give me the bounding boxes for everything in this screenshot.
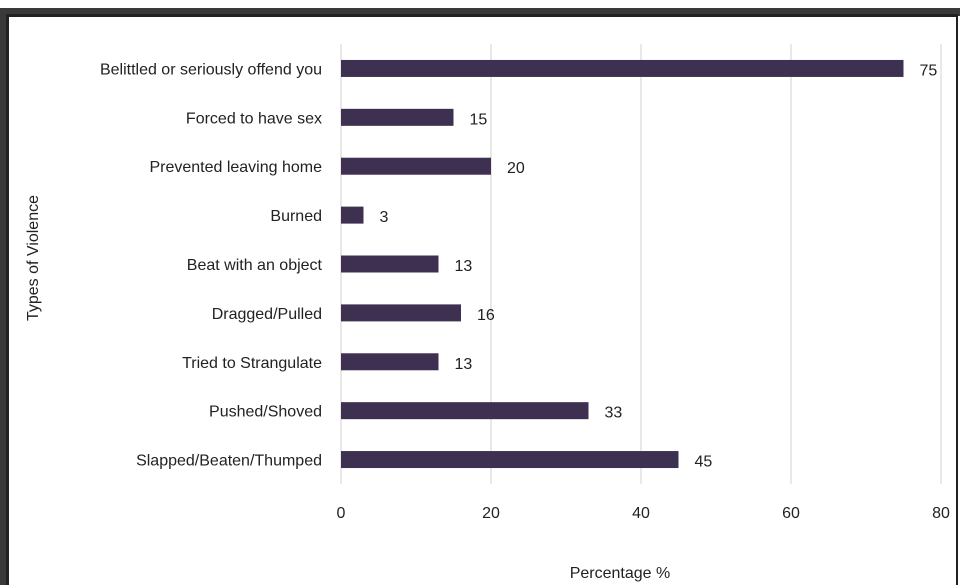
x-axis-title: Percentage % <box>570 565 671 582</box>
category-label-4: Beat with an object <box>187 257 323 274</box>
data-label-2: 20 <box>507 160 525 177</box>
bar-4 <box>341 255 439 273</box>
bar-3 <box>341 206 364 224</box>
x-tick-20: 20 <box>482 505 500 522</box>
data-label-4: 13 <box>455 258 473 275</box>
data-label-5: 16 <box>477 307 495 324</box>
data-label-1: 15 <box>470 111 488 128</box>
bar-2 <box>341 157 491 175</box>
data-label-0: 75 <box>920 62 938 79</box>
x-tick-60: 60 <box>782 505 800 522</box>
data-label-7: 33 <box>605 405 623 422</box>
x-tick-80: 80 <box>932 505 950 522</box>
x-tick-labels: 0 20 40 60 80 <box>337 505 950 522</box>
y-axis-title: Types of Violence <box>25 195 42 321</box>
bar-8 <box>341 451 679 469</box>
category-label-6: Tried to Strangulate <box>182 355 322 372</box>
category-label-7: Pushed/Shoved <box>209 404 322 421</box>
data-label-6: 13 <box>455 356 473 373</box>
x-tick-40: 40 <box>632 505 650 522</box>
bars <box>341 59 904 469</box>
data-label-8: 45 <box>695 454 713 471</box>
category-label-0: Belittled or seriously offend you <box>100 61 322 78</box>
bar-5 <box>341 304 461 322</box>
bar-6 <box>341 353 439 371</box>
bar-0 <box>341 59 904 77</box>
category-label-3: Burned <box>270 208 322 225</box>
bar-1 <box>341 108 454 126</box>
category-label-2: Prevented leaving home <box>149 159 322 176</box>
data-label-3: 3 <box>380 209 389 226</box>
data-labels: 75 15 20 3 13 16 13 33 45 <box>380 62 938 470</box>
x-tick-0: 0 <box>337 505 346 522</box>
frame-shadow-left <box>0 8 8 585</box>
category-label-8: Slapped/Beaten/Thumped <box>136 453 322 470</box>
frame-shadow-top <box>0 8 960 16</box>
category-labels: Belittled or seriously offend you Forced … <box>100 61 323 469</box>
chart-frame <box>6 14 958 585</box>
category-label-5: Dragged/Pulled <box>212 306 322 323</box>
category-label-1: Forced to have sex <box>186 110 322 127</box>
bar-7 <box>341 402 589 420</box>
